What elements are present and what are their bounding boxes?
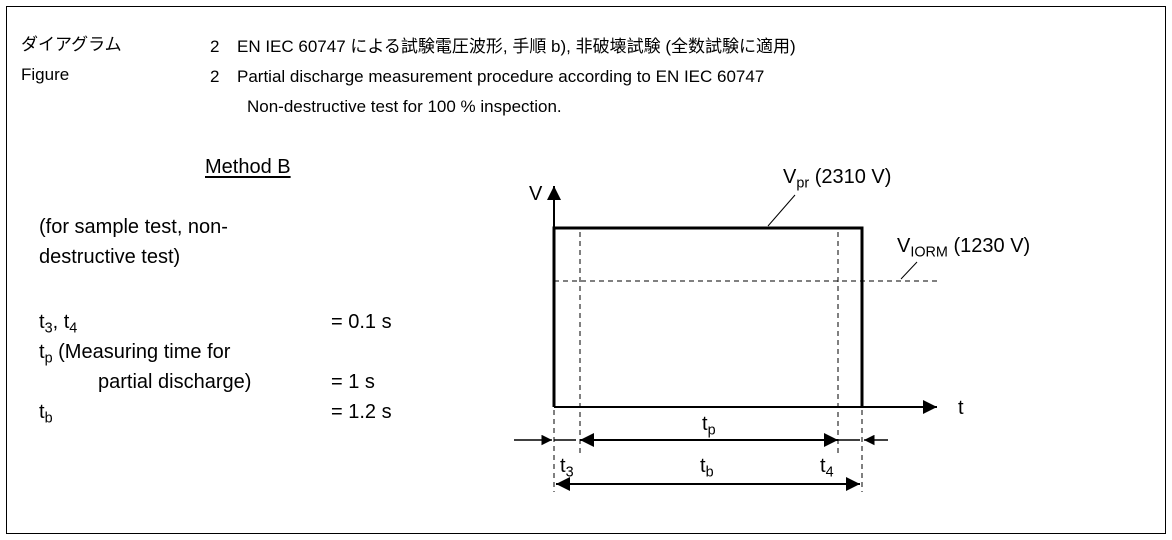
en-figure-label: Figure <box>21 65 70 84</box>
x-axis-label: t <box>958 397 964 419</box>
en-caption-line2: Non-destructive test for 100 % inspectio… <box>247 97 562 116</box>
method-title: Method B <box>205 156 291 178</box>
param-tb: tb <box>39 401 53 427</box>
method-note-line1: (for sample test, non- <box>39 216 228 238</box>
param-t3-t4: t3, t4 <box>39 311 78 337</box>
param-tb-value: = 1.2 s <box>331 401 392 423</box>
en-figure-number: 2 <box>210 67 220 86</box>
param-tp-desc: partial discharge) <box>98 371 252 393</box>
method-note-line2: destructive test) <box>39 246 181 268</box>
vpr-label: Vpr (2310 V) <box>783 166 892 192</box>
jp-caption: EN IEC 60747 による試験電圧波形, 手順 b), 非破壊試験 (全数… <box>237 37 796 56</box>
figure-frame <box>6 6 1166 534</box>
param-tp-value: = 1 s <box>331 371 375 393</box>
param-t3-t4-value: = 0.1 s <box>331 311 392 333</box>
param-tp: tp (Measuring time for <box>39 341 231 367</box>
voltage-pulse <box>552 226 864 407</box>
vpr-leader <box>767 194 796 227</box>
en-caption-line1: Partial discharge measurement procedure … <box>237 67 765 86</box>
y-axis-label: V <box>529 183 543 205</box>
tp-dimension-label: tp <box>702 413 716 439</box>
t3-dimension-label: t3 <box>560 455 574 481</box>
tb-dimension-label: tb <box>700 455 714 481</box>
t4-dimension-label: t4 <box>820 455 834 481</box>
viorm-label: VIORM (1230 V) <box>897 235 1031 261</box>
jp-figure-label: ダイアグラム <box>21 35 122 54</box>
jp-figure-number: 2 <box>210 37 220 56</box>
viorm-leader <box>900 261 918 280</box>
